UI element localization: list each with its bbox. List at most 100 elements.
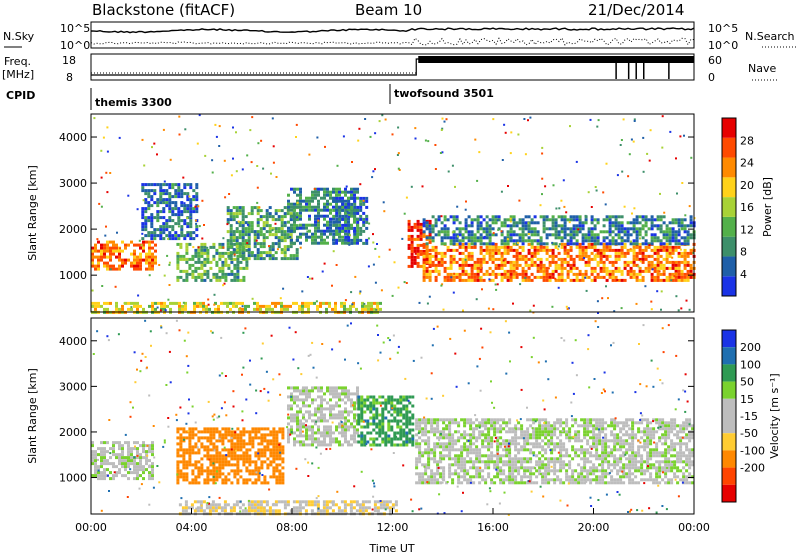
scatter-cell [348,243,351,246]
heatmap-cell [257,475,261,479]
heatmap-cell [469,433,473,437]
heatmap-cell [302,425,305,429]
heatmap-cell [200,445,204,449]
heatmap-cell [653,263,657,267]
heatmap-cell [323,238,326,242]
heatmap-cell [476,269,480,273]
heatmap-cell [293,208,296,212]
heatmap-cell [554,221,558,225]
heatmap-cell [274,257,278,261]
heatmap-cell [326,214,329,218]
heatmap-cell [493,430,497,434]
heatmap-cell [542,242,546,246]
heatmap-cell [677,266,681,270]
scatter-cell [563,205,566,208]
heatmap-cell [686,272,690,276]
heatmap-cell [266,481,270,485]
scatter-cell [168,284,171,286]
heatmap-cell [275,445,279,449]
heatmap-cell [233,272,237,276]
heatmap-cell [350,443,353,447]
heatmap-cell [302,392,305,396]
heatmap-cell [488,245,492,249]
heatmap-cell [248,442,252,446]
heatmap-cell [512,233,516,237]
heatmap-cell [491,227,495,231]
heatmap-cell [350,190,353,194]
heatmap-cell [452,242,456,246]
heatmap-cell [242,266,246,270]
heatmap-cell [566,227,570,231]
heatmap-cell [176,266,180,270]
heatmap-cell [551,233,555,237]
heatmap-cell [289,245,293,249]
heatmap-cell [384,437,388,441]
heatmap-cell [497,248,501,252]
heatmap-cell [253,254,257,258]
heatmap-cell [390,395,394,399]
heatmap-cell [308,428,311,432]
heatmap-cell [680,218,684,222]
heatmap-cell [427,442,431,446]
heatmap-cell [365,205,369,209]
heatmap-cell [178,307,181,311]
heatmap-cell [527,236,531,240]
heatmap-cell [503,224,507,228]
heatmap-cell [209,430,213,434]
heatmap-cell [185,272,189,276]
heatmap-cell [229,307,232,311]
heatmap-cell [485,242,489,246]
heatmap-cell [197,481,201,485]
heatmap-cell [500,254,504,258]
heatmap-cell [260,427,264,431]
heatmap-cell [290,241,293,245]
heatmap-cell [212,466,216,470]
heatmap-cell [323,434,326,438]
scatter-cell [161,199,164,202]
heatmap-cell [186,195,190,199]
heatmap-cell [509,215,513,219]
heatmap-cell [475,427,479,431]
heatmap-cell [656,218,660,222]
heatmap-cell [317,443,320,447]
heatmap-cell [311,238,314,242]
heatmap-cell [103,453,106,457]
heatmap-cell [485,260,489,264]
heatmap-cell [287,202,290,206]
heatmap-cell [505,451,509,455]
heatmap-cell [454,463,458,467]
heatmap-cell [482,230,486,234]
scatter-cell [464,208,467,211]
heatmap-cell [478,436,482,440]
heatmap-cell [212,454,216,458]
heatmap-cell [360,410,364,414]
heatmap-cell [118,258,121,262]
heatmap-cell [151,450,154,454]
heatmap-cell [452,275,456,279]
scatter-cell [675,157,677,160]
heatmap-cell [275,451,279,455]
heatmap-cell [106,459,109,463]
heatmap-cell [674,233,678,237]
heatmap-cell [671,218,675,222]
heatmap-cell [323,193,326,197]
scatter-cell [183,202,186,205]
heatmap-cell [250,254,254,258]
heatmap-cell [611,236,615,240]
heatmap-cell [247,254,251,258]
scatter-cell [372,170,375,173]
heatmap-cell [272,475,276,479]
heatmap-cell [305,428,308,432]
heatmap-cell [269,433,273,437]
heatmap-cell [353,211,357,215]
heatmap-cell [533,263,537,267]
scatter-cell [557,286,560,289]
heatmap-cell [305,431,308,435]
heatmap-cell [266,439,270,443]
heatmap-cell [430,451,434,455]
heatmap-cell [608,275,612,279]
heatmap-cell [347,226,351,230]
heatmap-cell [153,234,157,238]
heatmap-cell [289,254,293,258]
heatmap-cell [502,421,506,425]
